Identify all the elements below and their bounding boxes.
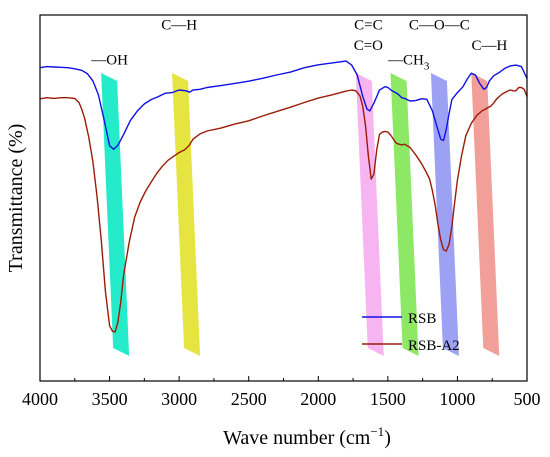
legend-label-rsb: RSB [408, 311, 436, 327]
series-line-rsb-a2 [40, 86, 527, 333]
band-layer [101, 73, 500, 356]
band-5 [471, 73, 500, 356]
x-axis-title: Wave number (cm−1) [223, 424, 391, 449]
band-2 [355, 73, 384, 356]
annotation-co: C=O [354, 38, 383, 54]
band-1 [172, 73, 201, 356]
band-4 [430, 73, 459, 356]
x-tick-label-1500: 1500 [370, 389, 406, 409]
annotation-ch2: C—H [472, 38, 508, 54]
x-tick-label-2500: 2500 [231, 389, 267, 409]
y-axis-title: Transmittance (%) [5, 124, 27, 273]
annotation-cc: C=C [354, 18, 382, 34]
x-tick-label-3000: 3000 [161, 389, 197, 409]
annotation-ch3: —CH3 [387, 52, 430, 72]
x-tick-label-4000: 4000 [22, 389, 58, 409]
x-tick-label-1000: 1000 [439, 389, 475, 409]
annotation-coc: C—O—C [409, 18, 470, 34]
band-0 [101, 73, 130, 356]
series-line-rsb [40, 60, 527, 150]
series-layer [40, 60, 527, 333]
annotation-oh: —OH [90, 52, 128, 68]
legend: RSB RSB-A2 [362, 311, 460, 354]
x-axis: 4000 3500 3000 2500 2000 1500 1000 500 [22, 376, 541, 409]
x-tick-label-3500: 3500 [92, 389, 128, 409]
x-tick-label-2000: 2000 [300, 389, 336, 409]
x-tick-label-500: 500 [514, 389, 541, 409]
annotation-ch1: C—H [161, 18, 197, 34]
legend-label-rsb-a2: RSB-A2 [408, 338, 460, 354]
